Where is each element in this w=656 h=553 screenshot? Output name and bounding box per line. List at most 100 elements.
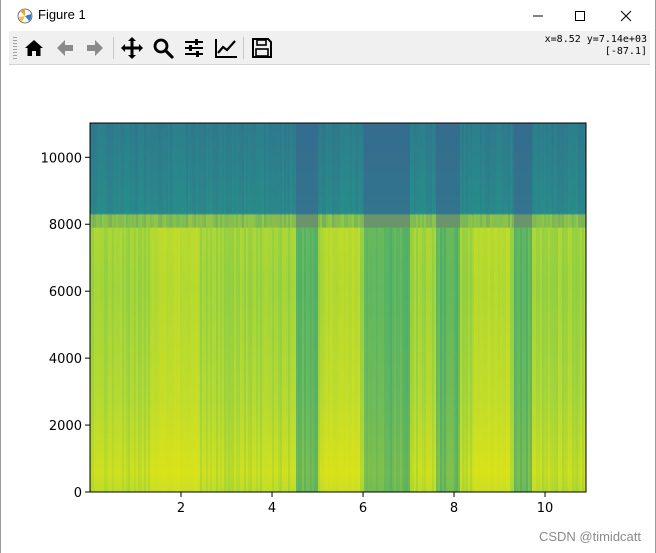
spectrogram-high-band-column bbox=[504, 123, 506, 228]
spectrogram-high-band-column bbox=[140, 123, 142, 228]
forward-button[interactable] bbox=[82, 35, 108, 61]
spectrogram-high-band-column bbox=[206, 123, 208, 228]
spectrogram-column bbox=[334, 227, 336, 492]
x-tick-label: 2 bbox=[177, 501, 185, 516]
line-chart-icon bbox=[215, 39, 237, 58]
spectrogram-high-band-column bbox=[304, 123, 306, 228]
spectrogram-column bbox=[446, 227, 448, 492]
close-icon bbox=[620, 10, 632, 21]
spectrogram-high-band-column bbox=[256, 123, 258, 228]
configure-subplots-button[interactable] bbox=[181, 35, 207, 61]
spectrogram-column bbox=[192, 227, 194, 492]
spectrogram-column bbox=[524, 227, 526, 492]
spectrogram-column bbox=[400, 227, 402, 492]
spectrogram-column bbox=[510, 227, 512, 492]
spectrogram-column bbox=[550, 227, 552, 492]
spectrogram-high-band-column bbox=[396, 123, 398, 228]
spectrogram-high-band-column bbox=[446, 123, 448, 228]
home-button[interactable] bbox=[21, 35, 47, 61]
spectrogram-column bbox=[518, 227, 520, 492]
pan-button[interactable] bbox=[119, 35, 145, 61]
edit-axes-button[interactable] bbox=[213, 35, 239, 61]
spectrogram-column bbox=[384, 227, 386, 492]
spectrogram-high-band-column bbox=[374, 123, 376, 228]
spectrogram-high-band-column bbox=[364, 123, 366, 228]
spectrogram-high-band-column bbox=[410, 123, 412, 228]
close-button[interactable] bbox=[603, 0, 649, 31]
spectrogram-high-band-column bbox=[202, 123, 204, 228]
save-button[interactable] bbox=[249, 35, 275, 61]
spectrogram-column bbox=[414, 227, 416, 492]
spectrogram-high-band-column bbox=[436, 123, 438, 228]
spectrogram-column bbox=[190, 227, 192, 492]
spectrogram-high-band-column bbox=[154, 123, 156, 228]
spectrogram-high-band-column bbox=[252, 123, 254, 228]
y-tick-label: 6000 bbox=[49, 285, 82, 300]
spectrogram-high-band-column bbox=[550, 123, 552, 228]
spectrogram-column bbox=[328, 227, 330, 492]
spectrogram-high-band-column bbox=[190, 123, 192, 228]
spectrogram-column bbox=[534, 227, 536, 492]
title-bar[interactable]: Figure 1 bbox=[1, 0, 655, 31]
spectrogram-column bbox=[332, 227, 334, 492]
spectrogram-high-band-column bbox=[96, 123, 98, 228]
spectrogram-column bbox=[128, 227, 130, 492]
spectrogram-column bbox=[230, 227, 232, 492]
zoom-button[interactable] bbox=[150, 35, 176, 61]
spectrogram-column bbox=[396, 227, 398, 492]
spectrogram-high-band-column bbox=[110, 123, 112, 228]
minimize-button[interactable] bbox=[515, 0, 561, 31]
spectrogram-column bbox=[258, 227, 260, 492]
spectrogram-high-band-column bbox=[164, 123, 166, 228]
spectrogram-high-band-column bbox=[258, 123, 260, 228]
spectrogram-column bbox=[274, 227, 276, 492]
spectrogram-column bbox=[390, 227, 392, 492]
spectrogram-column bbox=[152, 227, 154, 492]
spectrogram-column bbox=[452, 227, 454, 492]
spectrogram-column bbox=[170, 227, 172, 492]
spectrogram-high-band-column bbox=[490, 123, 492, 228]
spectrogram-high-band-column bbox=[108, 123, 110, 228]
spectrogram-high-band-column bbox=[228, 123, 230, 228]
spectrogram-column bbox=[464, 227, 466, 492]
back-button[interactable] bbox=[52, 35, 78, 61]
spectrogram-plot[interactable]: 2 4 6 8 10 0 2000 4000 6000 8000 10000 bbox=[9, 65, 650, 545]
spectrogram-column bbox=[412, 227, 414, 492]
spectrogram-high-band-column bbox=[456, 123, 458, 228]
spectrogram-high-band-column bbox=[566, 123, 568, 228]
spectrogram-high-band-column bbox=[470, 123, 472, 228]
spectrogram-high-band-column bbox=[526, 123, 528, 228]
spectrogram-column bbox=[506, 227, 508, 492]
spectrogram-column bbox=[484, 227, 486, 492]
spectrogram-column bbox=[158, 227, 160, 492]
spectrogram-column bbox=[356, 227, 358, 492]
spectrogram-high-band-column bbox=[340, 123, 342, 228]
spectrogram-high-band-column bbox=[464, 123, 466, 228]
spectrogram-column bbox=[558, 227, 560, 492]
spectrogram-column bbox=[296, 227, 298, 492]
spectrogram-high-band-column bbox=[90, 123, 92, 228]
spectrogram-high-band-column bbox=[146, 123, 148, 228]
maximize-button[interactable] bbox=[557, 0, 603, 31]
y-tick-label: 10000 bbox=[41, 151, 82, 166]
spectrogram-column bbox=[160, 227, 162, 492]
spectrogram-high-band-column bbox=[372, 123, 374, 228]
spectrogram-column bbox=[378, 227, 380, 492]
toolbar-grip[interactable] bbox=[13, 37, 17, 59]
spectrogram-high-band-column bbox=[226, 123, 228, 228]
spectrogram-high-band-column bbox=[266, 123, 268, 228]
spectrogram-high-band-column bbox=[478, 123, 480, 228]
spectrogram-column bbox=[224, 227, 226, 492]
figure-canvas[interactable]: 2 4 6 8 10 0 2000 4000 6000 8000 10000 bbox=[9, 65, 650, 545]
spectrogram-high-band-column bbox=[404, 123, 406, 228]
spectrogram-high-band-column bbox=[480, 123, 482, 228]
spectrogram-high-band-column bbox=[156, 123, 158, 228]
spectrogram-high-band-column bbox=[342, 123, 344, 228]
spectrogram-column bbox=[500, 227, 502, 492]
spectrogram-high-band-column bbox=[492, 123, 494, 228]
spectrogram-high-band-column bbox=[438, 123, 440, 228]
axes-area bbox=[89, 122, 587, 493]
spectrogram-column bbox=[222, 227, 224, 492]
spectrogram-column bbox=[164, 227, 166, 492]
spectrogram-high-band-column bbox=[114, 123, 116, 228]
